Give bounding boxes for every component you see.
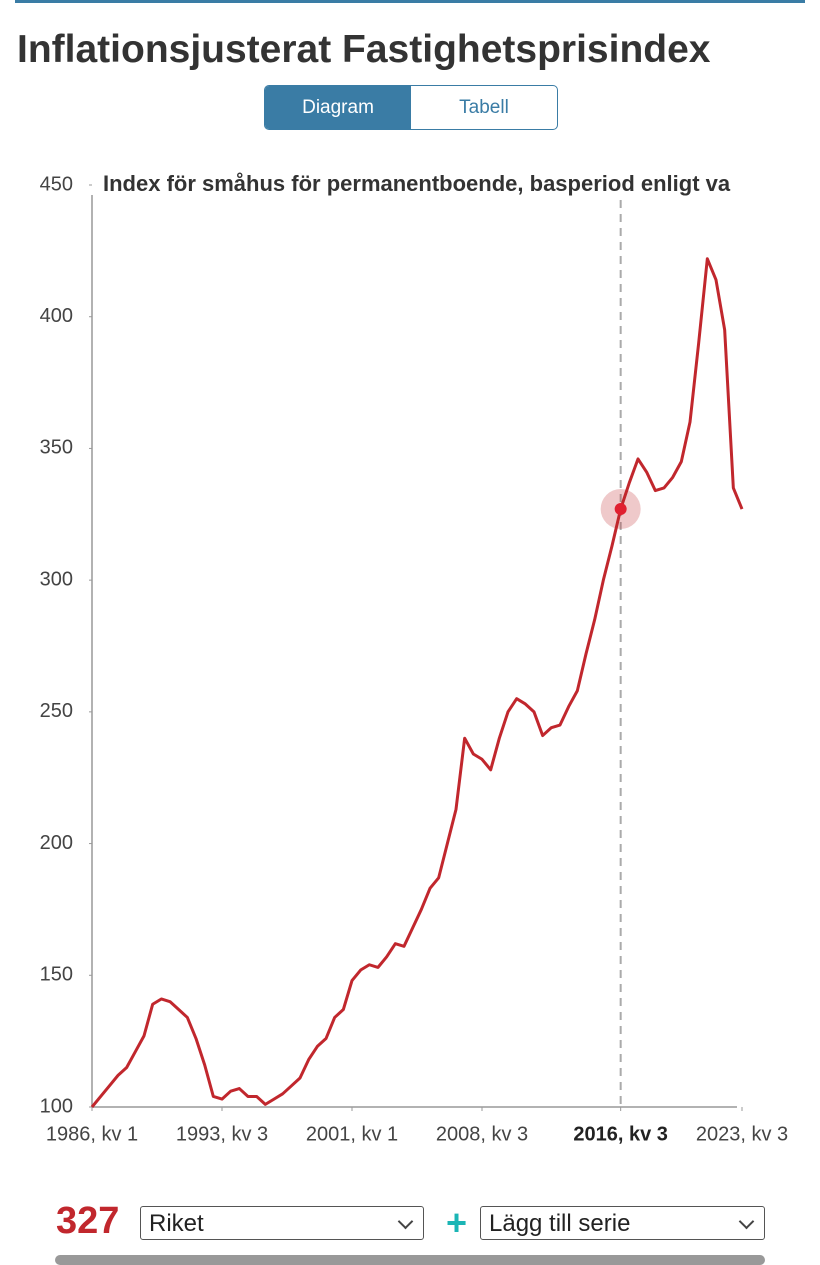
hover-point [614,503,627,516]
x-tick-label: 2016, kv 3 [573,1123,668,1145]
y-tick-label: 350 [40,437,73,459]
line-series [90,257,744,1108]
chart-title: Index för småhus för permanentboende, ba… [103,171,731,196]
y-tick-label: 450 [40,173,73,195]
page-title: Inflationsjusterat Fastighetsprisindex [17,28,711,71]
y-tick-label: 100 [40,1095,73,1117]
y-tick-label: 200 [40,832,73,854]
add-series-select[interactable]: Lägg till serie [480,1206,765,1240]
controls: 327 Riket + Lägg till serie [0,1200,820,1265]
x-tick-label: 2008, kv 3 [436,1123,528,1145]
y-tick-label: 300 [40,568,73,590]
x-tick-label: 2001, kv 1 [306,1123,398,1145]
view-toggle: Diagram Tabell [264,85,558,130]
y-tick-label: 400 [40,305,73,327]
y-tick-label: 150 [40,964,73,986]
tab-table[interactable]: Tabell [459,96,509,118]
scrollbar [55,1255,765,1265]
y-tick-label: 250 [40,700,73,722]
top-bar [15,0,805,3]
series-select[interactable]: Riket [140,1206,424,1240]
x-tick-label: 2023, kv 3 [696,1123,788,1145]
chart: Index för småhus för permanentboende, ba… [40,171,789,1145]
add-icon[interactable]: + [446,1202,468,1243]
current-value: 327 [56,1200,120,1242]
x-tick-label: 1993, kv 3 [176,1123,268,1145]
tab-diagram[interactable]: Diagram [265,86,411,129]
x-tick-label: 1986, kv 1 [46,1123,138,1145]
